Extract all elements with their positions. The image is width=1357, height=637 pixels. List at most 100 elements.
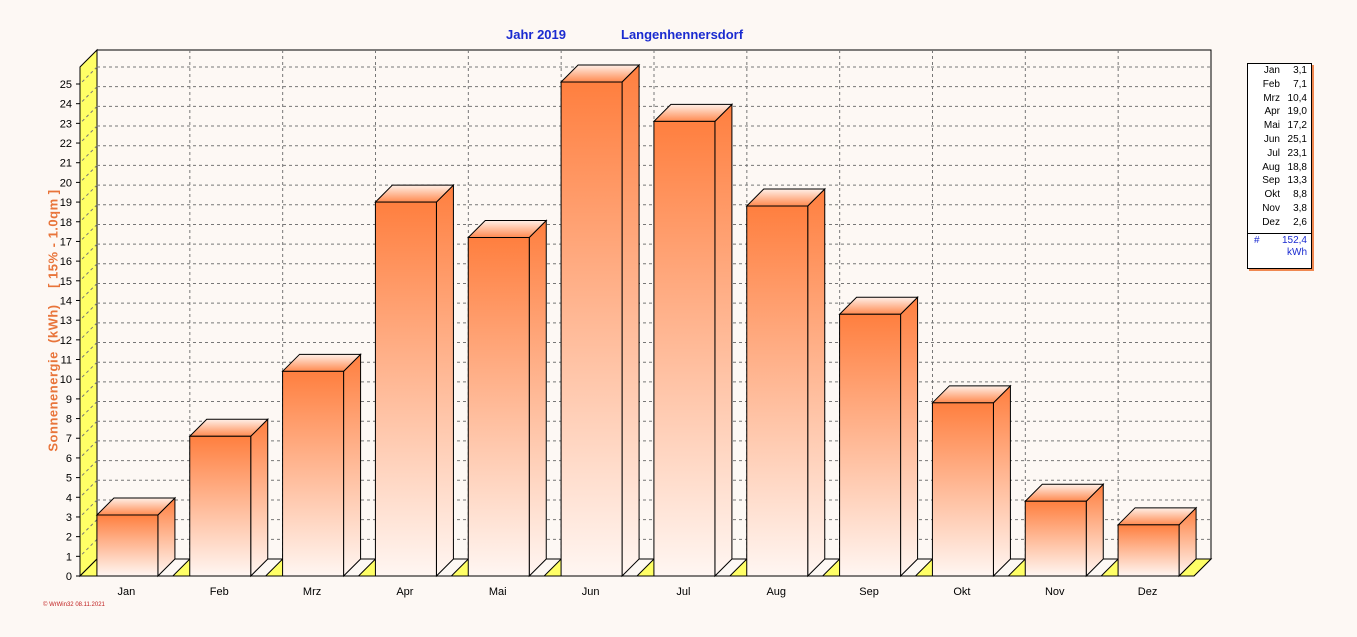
y-tick-label: 5 xyxy=(66,473,72,485)
gridline-wall xyxy=(79,125,98,144)
bar xyxy=(653,120,716,577)
gridline-wall xyxy=(79,66,98,85)
y-tick-label: 7 xyxy=(66,433,72,445)
legend-value: 23,1 xyxy=(1287,147,1307,159)
legend-value: 3,1 xyxy=(1293,65,1307,76)
gridline-wall xyxy=(79,401,98,419)
y-tick-label: 4 xyxy=(66,492,72,504)
bar xyxy=(839,313,902,577)
y-tick-label: 14 xyxy=(60,295,72,307)
bar xyxy=(96,514,159,577)
bar-side xyxy=(621,63,640,578)
legend-value: 2,6 xyxy=(1293,216,1307,228)
legend-month: Dez xyxy=(1262,216,1280,228)
legend-value: 7,1 xyxy=(1293,78,1307,90)
bar xyxy=(1117,524,1180,577)
gridline-wall xyxy=(79,420,98,439)
gridline-wall xyxy=(79,361,98,380)
x-tick-label: Apr xyxy=(396,586,413,598)
legend-unit: kWh xyxy=(1287,246,1307,258)
gridline-wall xyxy=(79,519,98,537)
gridline-wall xyxy=(79,322,98,341)
x-tick-label: Feb xyxy=(210,586,229,598)
legend-month: Jul xyxy=(1267,147,1280,159)
y-tick-label: 8 xyxy=(66,414,72,426)
bar-side xyxy=(250,418,269,578)
chart-subtitle: Langenhennersdorf xyxy=(621,27,744,42)
legend-box: Jan 3,1 Feb 7,1 Mrz 10,4 Apr 19,0 Mai 17,2 Jun 25,1… xyxy=(1247,63,1312,269)
legend-row: Okt 8,8 xyxy=(1248,188,1311,202)
y-tick-label: 16 xyxy=(60,256,72,268)
legend-row: Jun 25,1 xyxy=(1248,133,1311,147)
x-tick-label: Dez xyxy=(1138,586,1158,598)
gridline-wall xyxy=(79,538,98,557)
y-tick-label: 1 xyxy=(66,551,72,563)
bar xyxy=(560,81,623,577)
y-tick-label: 24 xyxy=(60,99,72,111)
legend-month: Sep xyxy=(1262,175,1280,187)
y-tick-label: 10 xyxy=(60,374,72,386)
x-tick-label: Sep xyxy=(859,586,879,598)
legend-month: Mai xyxy=(1263,120,1280,132)
legend-month: Mrz xyxy=(1263,92,1280,104)
gridline-wall xyxy=(79,86,98,105)
gridline-wall xyxy=(79,479,98,498)
legend-month: Okt xyxy=(1264,189,1280,201)
y-tick-label: 6 xyxy=(66,453,72,465)
y-tick-label: 20 xyxy=(60,177,72,189)
bar-side xyxy=(900,296,919,578)
x-tick-label: Mrz xyxy=(303,586,321,598)
gridline-wall xyxy=(79,224,98,242)
gridline-wall xyxy=(79,204,98,223)
y-tick-label: 9 xyxy=(66,394,72,406)
legend-month: Jan xyxy=(1263,65,1280,76)
legend-value: 10,4 xyxy=(1287,92,1307,104)
gridline-wall xyxy=(79,145,98,164)
bar xyxy=(374,201,437,577)
x-tick-label: Okt xyxy=(953,586,970,598)
bar-side xyxy=(807,187,826,578)
legend-row: Apr 19,0 xyxy=(1248,105,1311,119)
gridline-wall xyxy=(79,243,98,262)
legend-value: 13,3 xyxy=(1287,175,1307,187)
legend-value: 18,8 xyxy=(1287,161,1307,173)
y-tick-label: 12 xyxy=(60,335,72,347)
gridline-wall xyxy=(79,499,98,518)
y-tick-label: 23 xyxy=(60,118,72,130)
y-tick-label: 15 xyxy=(60,276,72,288)
bar-side xyxy=(435,183,454,578)
legend-month: Apr xyxy=(1264,106,1280,118)
legend-month: Jun xyxy=(1263,133,1280,145)
legend-value: 8,8 xyxy=(1293,189,1307,201)
y-tick-label: 0 xyxy=(66,571,72,583)
legend-row: Sep 13,3 xyxy=(1248,174,1311,188)
gridline-wall xyxy=(79,106,98,124)
legend-value: 17,2 xyxy=(1287,120,1307,132)
gridline-wall xyxy=(79,381,98,400)
y-tick-label: 22 xyxy=(60,138,72,150)
bar-side xyxy=(714,103,733,578)
gridline-wall xyxy=(79,184,98,203)
bar-side xyxy=(528,219,547,578)
y-tick-label: 11 xyxy=(61,355,72,367)
y-tick-label: 25 xyxy=(60,79,72,91)
bar xyxy=(746,205,809,577)
bar xyxy=(1024,500,1087,577)
x-tick-label: Jan xyxy=(118,586,136,598)
left-wall xyxy=(79,48,98,578)
gridline-wall xyxy=(79,263,98,282)
legend-row: Feb 7,1 xyxy=(1248,78,1311,92)
legend-total-value: 152,4 xyxy=(1281,234,1307,246)
gridline-wall xyxy=(79,302,98,321)
x-tick-label: Aug xyxy=(766,586,786,598)
x-tick-label: Jun xyxy=(582,586,600,598)
y-tick-label: 17 xyxy=(60,236,72,248)
legend-rows: Jan 3,1 Feb 7,1 Mrz 10,4 Apr 19,0 Mai 17,2 Jun 25,1… xyxy=(1248,64,1311,230)
legend-total: # 152,4 xyxy=(1248,234,1311,247)
y-tick-label: 13 xyxy=(60,315,72,327)
gridline-wall xyxy=(79,342,98,360)
bar xyxy=(189,435,252,577)
legend-month: Aug xyxy=(1262,161,1280,173)
legend-month: Feb xyxy=(1262,78,1280,90)
legend-total-symbol: # xyxy=(1254,234,1260,246)
